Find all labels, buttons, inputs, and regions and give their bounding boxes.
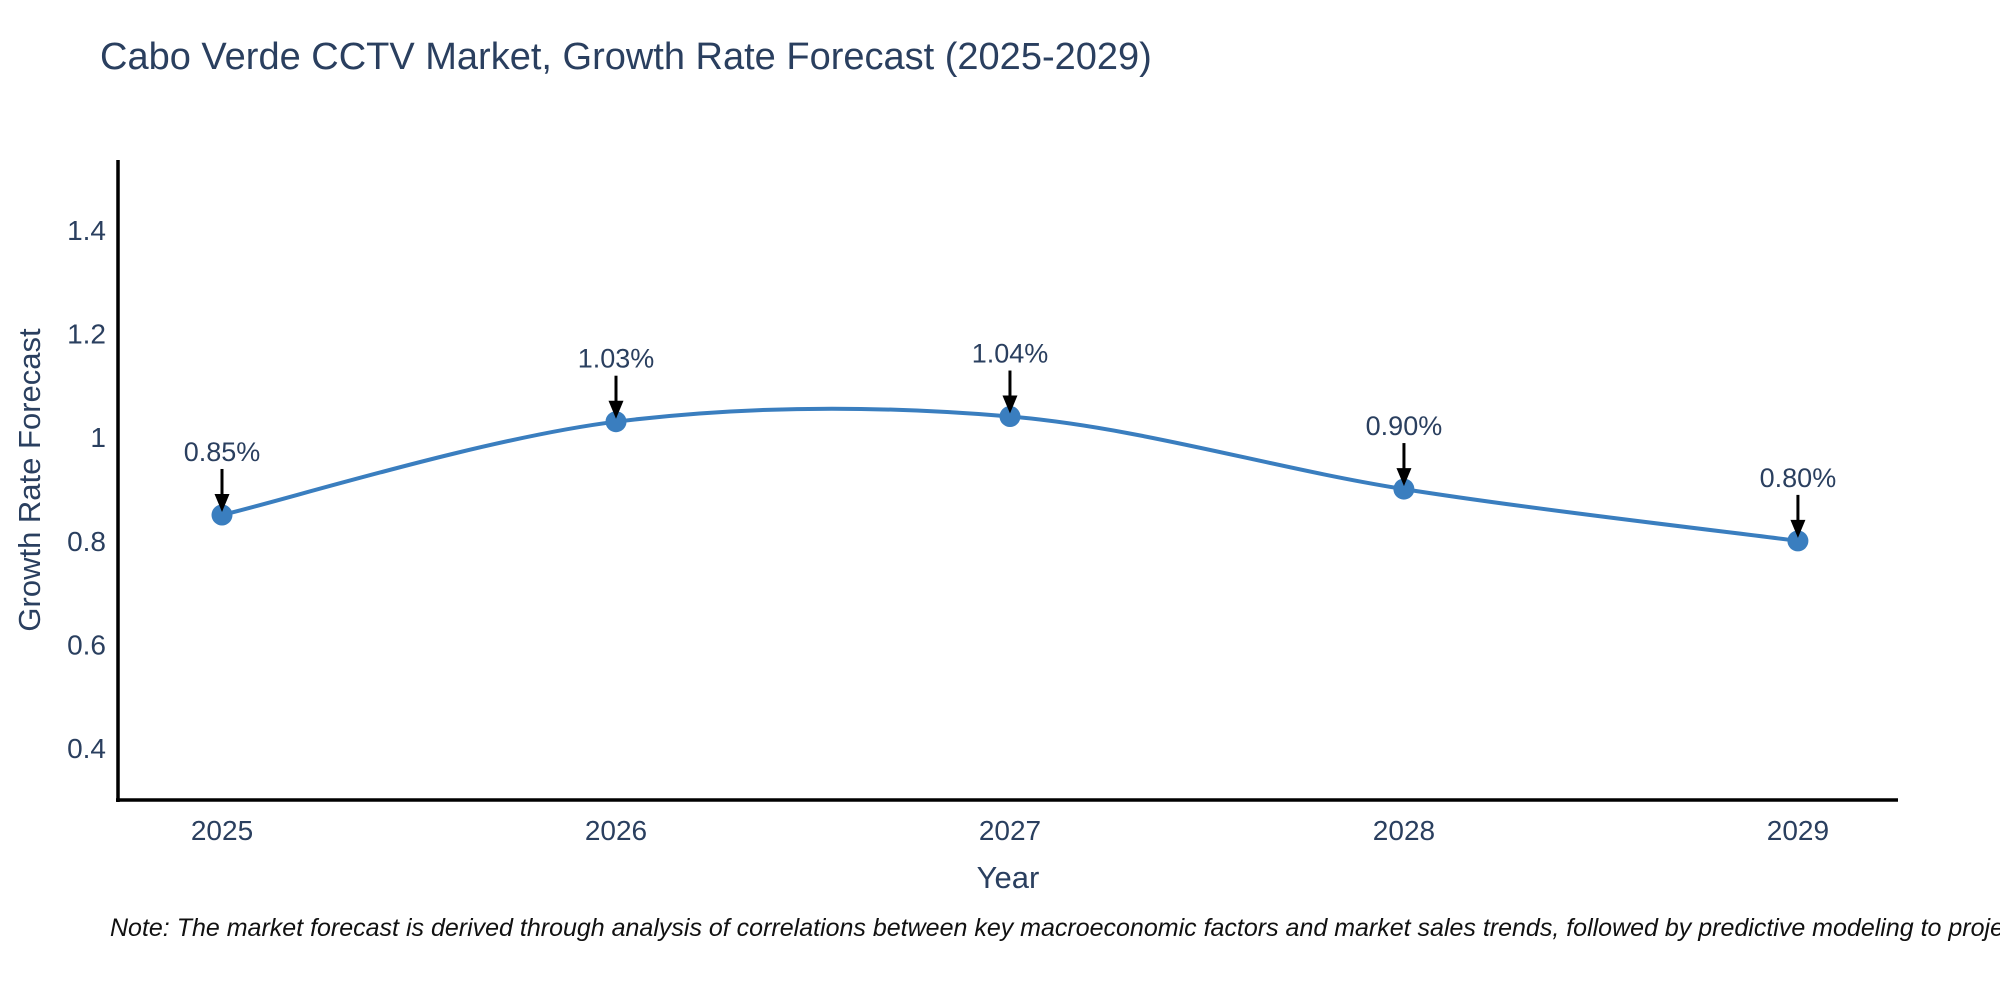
y-tick-label-1: 1 — [90, 422, 106, 453]
data-point-2028[interactable] — [1393, 478, 1415, 500]
y-tick-label-1.4: 1.4 — [67, 215, 106, 246]
annotation-arrowhead-icon — [608, 400, 624, 419]
data-point-2026[interactable] — [605, 411, 627, 433]
annotation-label-2026: 1.03% — [578, 344, 655, 374]
y-tick-label-0.6: 0.6 — [67, 630, 106, 661]
data-point-2025[interactable] — [211, 504, 233, 526]
annotation-arrowhead-icon — [1396, 468, 1412, 487]
x-tick-label-2025: 2025 — [191, 815, 253, 846]
y-tick-label-0.8: 0.8 — [67, 526, 106, 557]
annotation-label-2028: 0.90% — [1366, 411, 1443, 441]
data-point-2027[interactable] — [999, 406, 1021, 427]
x-tick-label-2029: 2029 — [1767, 815, 1829, 846]
annotation-label-2025: 0.85% — [184, 437, 261, 467]
x-tick-label-2027: 2027 — [979, 815, 1041, 846]
footnote: Note: The market forecast is derived thr… — [110, 914, 2000, 942]
x-axis-title: Year — [976, 860, 1040, 895]
growth-rate-line — [220, 406, 1800, 543]
y-tick-label-0.4: 0.4 — [67, 733, 106, 764]
data-point-2029[interactable] — [1787, 530, 1809, 552]
annotation-label-2029: 0.80% — [1760, 463, 1837, 493]
annotation-arrowhead-icon — [214, 493, 230, 512]
annotation-label-2027: 1.04% — [972, 339, 1049, 369]
x-tick-label-2026: 2026 — [585, 815, 647, 846]
annotation-arrowhead-icon — [1002, 395, 1018, 414]
annotation-arrowhead-icon — [1790, 519, 1806, 538]
x-tick-label-2028: 2028 — [1373, 815, 1435, 846]
y-tick-label-1.2: 1.2 — [67, 319, 106, 350]
chart-title: Cabo Verde CCTV Market, Growth Rate Fore… — [100, 36, 1152, 78]
